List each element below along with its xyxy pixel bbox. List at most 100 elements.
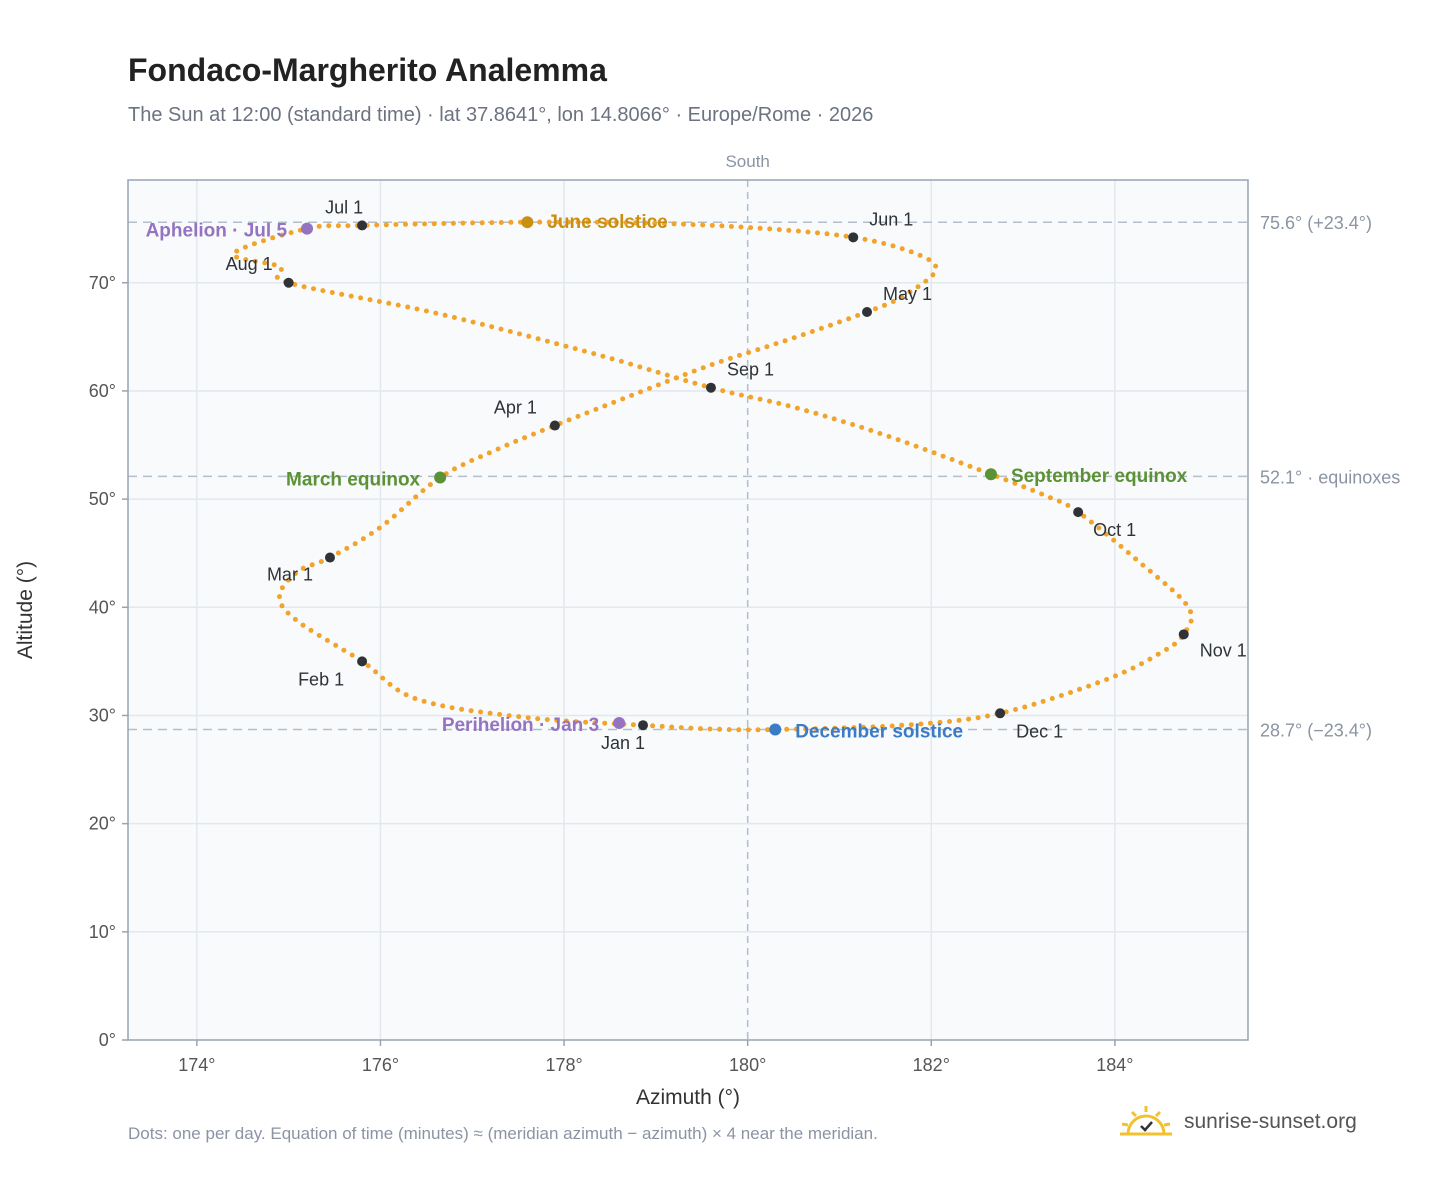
daily-dot (889, 723, 895, 729)
daily-dot (516, 714, 522, 720)
daily-dot (664, 372, 670, 378)
daily-dot (507, 329, 513, 334)
daily-dot (349, 652, 355, 658)
daily-dot (655, 369, 661, 375)
daily-dot (320, 288, 326, 294)
month-marker (549, 420, 560, 431)
daily-dot (316, 223, 322, 229)
event-label: September equinox (1011, 466, 1188, 487)
daily-dot (405, 304, 411, 310)
daily-dot (709, 222, 715, 228)
daily-dot (795, 228, 801, 234)
daily-dot (776, 400, 782, 406)
daily-dot (757, 396, 763, 402)
daily-dot (1139, 661, 1144, 667)
daily-dot (360, 536, 366, 542)
daily-dot (822, 726, 828, 731)
daily-dot (738, 224, 744, 230)
month-marker-label: May 1 (883, 284, 932, 304)
event-marker (769, 723, 782, 736)
daily-dot (1088, 519, 1094, 525)
daily-dot (868, 427, 874, 433)
daily-dot (718, 358, 724, 364)
daily-dot (326, 223, 332, 229)
daily-dot (376, 299, 382, 304)
daily-dot (508, 219, 514, 225)
daily-dot (765, 727, 771, 733)
daily-dot (495, 446, 501, 452)
daily-dot (692, 380, 698, 386)
daily-dot (664, 378, 670, 384)
daily-dot (659, 723, 665, 729)
daily-dot (737, 352, 742, 358)
daily-dot (791, 335, 797, 341)
daily-dot (270, 235, 276, 241)
daily-dot (420, 488, 426, 494)
daily-dot (539, 428, 545, 433)
daily-dot (958, 460, 964, 466)
daily-dot (609, 356, 615, 362)
daily-dot (1077, 686, 1082, 692)
daily-dot (947, 719, 952, 724)
daily-dot (638, 389, 643, 395)
daily-dot (470, 220, 476, 226)
event-label: June solstice (547, 212, 667, 233)
daily-dot (489, 324, 495, 330)
daily-dot (333, 642, 339, 648)
sun-logo-icon (1120, 1106, 1172, 1136)
month-marker (283, 277, 294, 288)
daily-dot (1056, 498, 1062, 504)
daily-dot (591, 351, 597, 357)
daily-dot (374, 222, 380, 228)
event-marker (613, 717, 626, 730)
x-axis-label: Azimuth (°) (636, 1086, 740, 1109)
month-marker-label: Jul 1 (325, 197, 363, 217)
daily-dot (1172, 641, 1177, 647)
daily-dot (683, 378, 689, 384)
daily-dot (279, 232, 285, 238)
daily-dot (554, 717, 560, 723)
daily-dot (782, 338, 788, 344)
daily-dot (637, 364, 643, 370)
daily-dot (800, 332, 806, 338)
daily-dot (1155, 651, 1161, 657)
event-marker (521, 216, 534, 229)
daily-dot (628, 361, 634, 367)
daily-dot (278, 267, 284, 272)
daily-dot (652, 220, 658, 226)
daily-dot (479, 220, 485, 226)
daily-dot (922, 447, 928, 452)
daily-dot (1111, 537, 1117, 543)
daily-dot (414, 306, 420, 312)
daily-dot (433, 310, 439, 316)
month-marker (638, 720, 649, 731)
daily-dot (395, 302, 401, 308)
daily-dot (300, 622, 306, 628)
y-axis-label: Altitude (°) (14, 561, 37, 659)
daily-dot (1103, 531, 1109, 537)
daily-dot (701, 383, 707, 389)
daily-dot (850, 422, 856, 427)
daily-dot (288, 230, 294, 236)
daily-dot (554, 341, 560, 347)
daily-dot (308, 627, 314, 633)
plot-frame (127, 179, 1249, 1041)
daily-dot (767, 226, 773, 232)
daily-dot (242, 244, 248, 250)
daily-dot (917, 252, 923, 258)
daily-dot (671, 221, 677, 227)
daily-dot (859, 424, 865, 430)
daily-dot (681, 221, 686, 227)
axis-ticks: 174° 176° 178° 180° 182° 184° 0° 10° 20° 30° 40° 50… (89, 273, 1134, 1075)
daily-dot (584, 410, 590, 416)
daily-dot (908, 722, 914, 728)
daily-dot (387, 681, 393, 687)
daily-dot (688, 725, 694, 731)
daily-dot (348, 293, 354, 299)
daily-dot (642, 220, 648, 226)
daily-dot (470, 319, 476, 325)
daily-dot (442, 312, 448, 318)
daily-dot (678, 725, 684, 731)
daily-dot (383, 222, 389, 228)
